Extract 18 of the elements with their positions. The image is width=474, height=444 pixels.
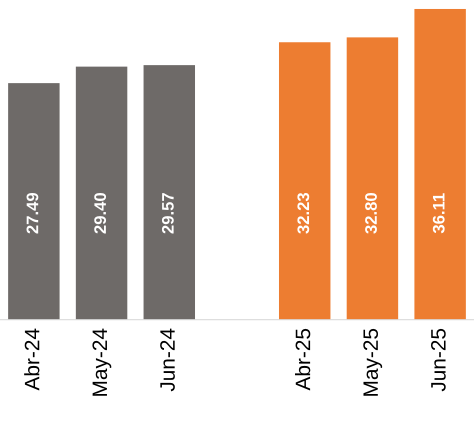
x-tick-label: Jun-24 — [160, 328, 175, 392]
x-tick-label: Jun-25 — [430, 328, 446, 392]
data-label: 32.23 — [297, 192, 310, 234]
data-label: 29.57 — [162, 193, 174, 234]
data-label: 29.40 — [94, 193, 106, 234]
bar — [346, 37, 398, 320]
bar — [278, 42, 330, 320]
data-label: 36.11 — [432, 193, 445, 234]
bar — [144, 65, 196, 320]
x-tick-label: Abr-24 — [24, 328, 40, 390]
data-label: 32.80 — [365, 193, 377, 234]
x-tick-label: May-25 — [363, 328, 382, 396]
bar — [76, 66, 128, 320]
data-label: 27.49 — [26, 192, 38, 234]
x-tick-label: Abr-25 — [295, 328, 310, 390]
bar — [414, 8, 466, 320]
x-tick-label: May-24 — [92, 328, 112, 396]
bar — [8, 83, 60, 320]
